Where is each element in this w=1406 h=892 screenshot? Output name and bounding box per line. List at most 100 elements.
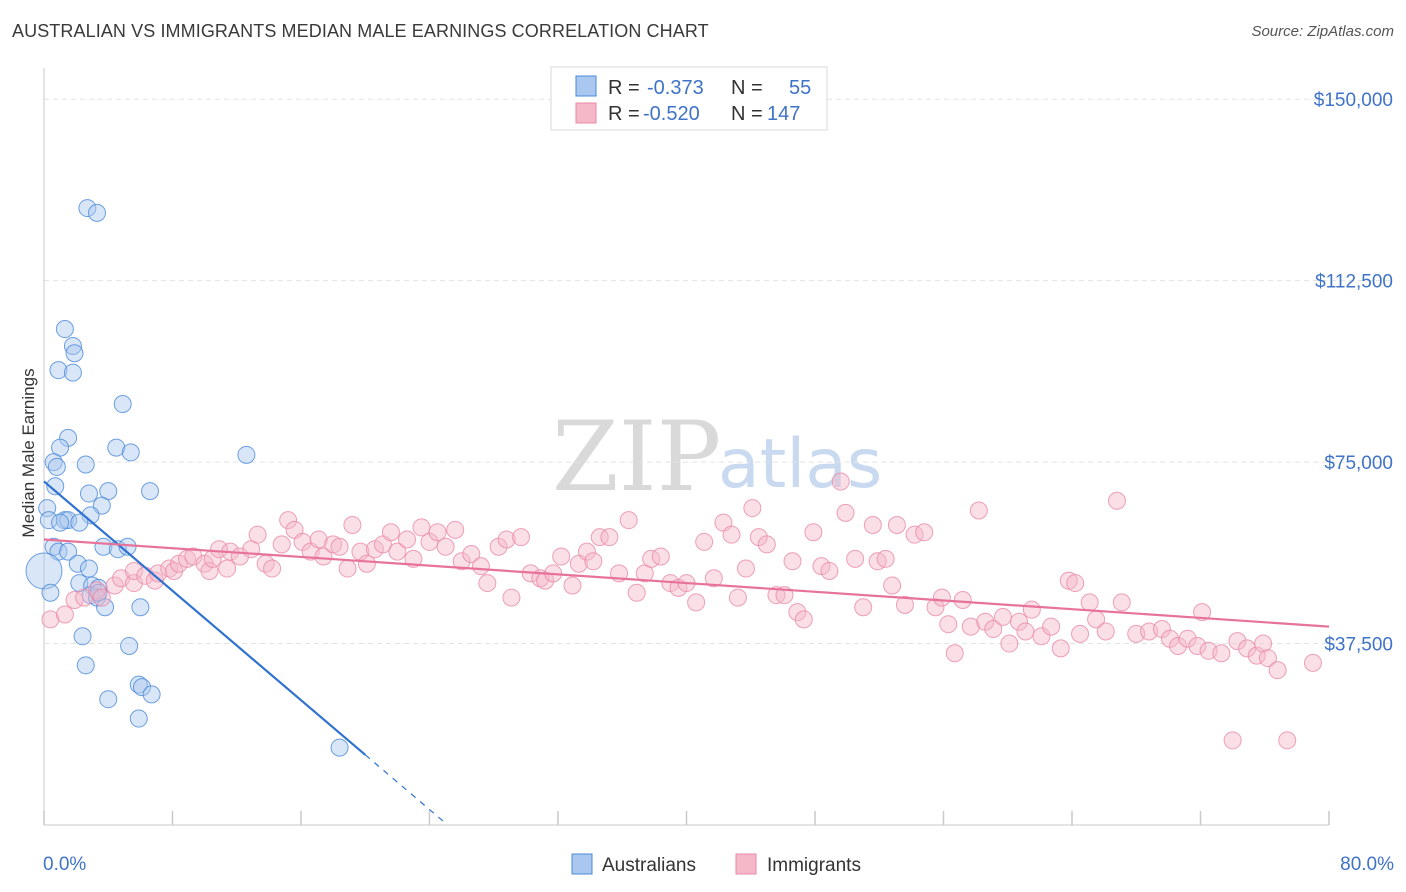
immigrants-point [883,576,902,595]
immigrants-point [831,472,850,491]
immigrants-point [820,561,839,580]
immigrants-point [184,547,203,566]
australians-point [25,552,63,590]
immigrants-point [619,511,638,530]
immigrants-point [1080,593,1099,612]
immigrants-point [452,552,471,571]
immigrants-point [794,610,813,629]
immigrants-point [462,545,481,564]
immigrants-point [704,569,723,588]
immigrants-point [961,617,980,636]
australians-point [237,445,256,464]
immigrants-point [788,603,807,622]
immigrants-point [590,528,609,547]
immigrants-point [915,523,934,542]
australians-point [129,709,148,728]
legend-r-label: R = [608,103,640,125]
immigrants-point [478,574,497,593]
immigrants-point [92,588,111,607]
immigrants-point [695,532,714,551]
immigrants-point [945,644,964,663]
immigrants-point [969,501,988,520]
australians-point [142,685,161,704]
immigrants-point [381,523,400,542]
immigrants-point [1096,622,1115,641]
immigrants-point [200,561,219,580]
immigrants-point [1032,627,1051,646]
series-legend: Australians Immigrants [571,853,861,876]
y-tick-label: $75,000 [1324,453,1393,474]
trend-lines [43,480,1330,824]
immigrants-point [512,528,531,547]
australians-point [131,598,150,617]
immigrants-point [502,588,521,607]
legend-box [550,66,828,131]
immigrants-point [338,559,357,578]
immigrants-point [836,503,855,522]
y-tick-label: $37,500 [1324,635,1393,656]
australians-point [49,361,68,380]
immigrants-point [757,535,776,554]
immigrants-point [124,561,143,580]
immigrants-point [876,549,895,568]
immigrants-point [357,554,376,573]
immigrants-point [1169,636,1188,655]
immigrants-point [105,576,124,595]
immigrants-point [651,547,670,566]
bottom-legend-australians: Australians [602,855,696,876]
australians-point [76,656,95,675]
immigrants-point [497,530,516,549]
immigrants-point [743,499,762,518]
immigrants-point [272,535,291,554]
watermark-atlas: atlas [718,425,882,504]
immigrants-point [263,559,282,578]
immigrants-point [1009,612,1028,631]
immigrants-point [932,588,951,607]
y-axis-title: Median Male Earnings [19,368,38,537]
immigrants-point [1258,649,1277,668]
correlation-legend: R = -0.373 N = 55 R = -0.520 N = 147 [550,66,828,131]
immigrants-trend-line [43,538,1330,628]
australians-point [39,511,58,530]
australians-point [46,477,65,496]
immigrants-point [939,615,958,634]
australians-point [132,678,151,697]
australians-point [107,438,126,457]
australians-point [51,513,70,532]
immigrants-point [1212,644,1231,663]
australians-point [63,363,82,382]
chart-title: AUSTRALIAN VS IMMIGRANTS MEDIAN MALE EAR… [12,21,709,41]
legend-n-value: 147 [767,103,800,125]
legend-r-value: -0.520 [643,103,700,125]
australians-point [121,443,140,462]
legend-r-value: -0.373 [647,77,704,99]
immigrants-point [309,530,328,549]
immigrants-point [1178,629,1197,648]
immigrants-point [783,552,802,571]
australians-point [79,484,98,503]
immigrants-point [563,576,582,595]
immigrants-point [993,607,1012,626]
y-tick-label: $150,000 [1314,90,1393,111]
australians-point [70,513,89,532]
legend-n-value: 55 [789,77,811,99]
australians-point [330,738,349,757]
legend-n-label: N = [731,77,763,99]
immigrants-point [343,516,362,534]
immigrants-point [863,516,882,534]
australians-point [88,203,107,222]
immigrants-point [388,542,407,561]
immigrants-point [984,620,1003,639]
immigrants-point [218,559,237,578]
australians-point [141,482,160,501]
australians-point [41,583,60,602]
australians-point [55,320,74,339]
immigrants-point [1071,624,1090,643]
immigrants-point [41,610,60,629]
australians-point [79,559,98,578]
immigrants-point [895,595,914,614]
australians-point [81,506,100,525]
legend-r-label: R = [608,77,640,99]
immigrants-point [1254,634,1273,653]
immigrants-point [1066,574,1085,593]
